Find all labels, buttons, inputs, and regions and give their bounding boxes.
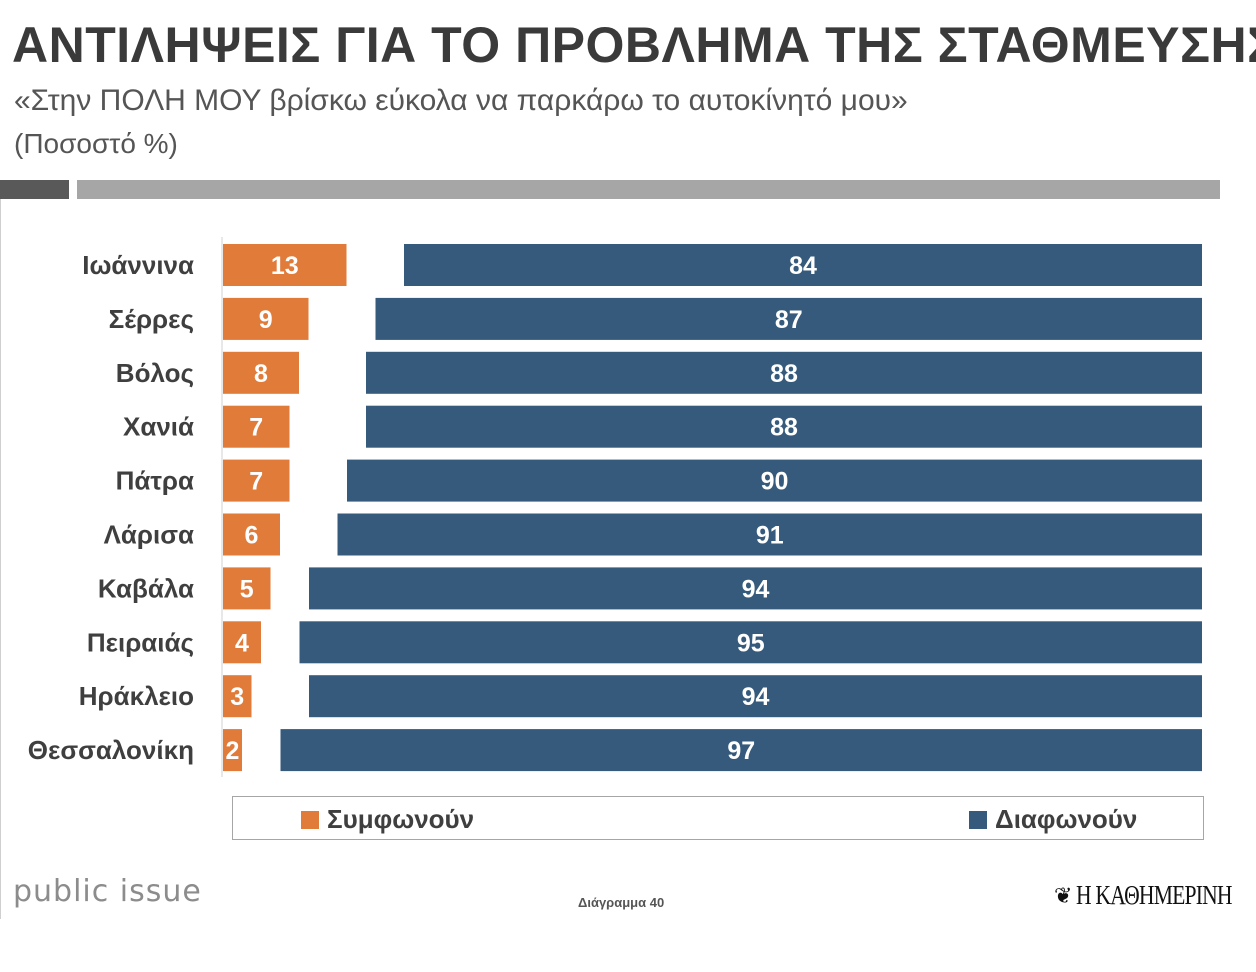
kathimerini-emblem-icon: ❦ — [1054, 882, 1073, 908]
data-label-agree-row-9: 3 — [230, 683, 244, 711]
bar-disagree-row-2 — [375, 297, 1202, 340]
chart-subtitle: «Στην ΠΟΛΗ ΜΟΥ βρίσκω εύκολα να παρκάρω … — [14, 84, 908, 117]
bar-agree-row-8 — [223, 621, 261, 664]
bar-agree-row-3 — [223, 351, 299, 394]
header-rule-dark — [0, 180, 69, 199]
kathimerini-logo-text: Η ΚΑΘΗΜΕΡΙΝΗ — [1076, 880, 1233, 910]
category-label-row-10: Θεσσαλονίκη — [28, 735, 194, 765]
bar-disagree-row-6 — [337, 513, 1202, 556]
category-label-row-3: Βόλος — [116, 358, 194, 388]
chart-title: ΑΝΤΙΛΗΨΕΙΣ ΓΙΑ ΤΟ ΠΡΟΒΛΗΜΑ ΤΗΣ ΣΤΑΘΜΕΥΣΗ… — [12, 17, 1256, 73]
bar-agree-row-1 — [223, 244, 347, 286]
data-label-agree-row-2: 9 — [259, 306, 273, 334]
data-label-agree-row-4: 7 — [249, 414, 263, 442]
bar-agree-row-6 — [223, 513, 280, 556]
bar-disagree-row-8 — [299, 621, 1202, 664]
legend-item-agree: Συμφωνούν — [301, 804, 474, 835]
bar-disagree-row-10 — [280, 729, 1202, 772]
legend-item-disagree: Διαφωνούν — [969, 804, 1137, 835]
data-label-disagree-row-10: 97 — [727, 737, 755, 765]
bar-disagree-row-5 — [347, 459, 1202, 502]
bar-disagree-row-7 — [309, 567, 1202, 610]
bar-disagree-row-9 — [309, 675, 1202, 718]
category-label-row-6: Λάρισα — [104, 520, 194, 550]
category-label-row-1: Ιωάννινα — [82, 250, 194, 280]
data-label-disagree-row-8: 95 — [737, 629, 765, 657]
data-label-disagree-row-3: 88 — [770, 360, 798, 388]
data-label-agree-row-1: 13 — [271, 252, 299, 280]
data-label-disagree-row-9: 94 — [742, 683, 770, 711]
data-label-disagree-row-6: 91 — [756, 522, 784, 550]
bar-agree-row-10 — [223, 729, 242, 772]
bar-agree-row-7 — [223, 567, 271, 610]
left-border-line — [0, 199, 1, 919]
header-rule-light — [77, 180, 1220, 199]
bar-disagree-row-3 — [366, 351, 1202, 394]
data-label-agree-row-3: 8 — [254, 360, 268, 388]
public-issue-logo: public issue — [13, 874, 202, 909]
data-label-agree-row-7: 5 — [240, 575, 254, 603]
category-label-row-4: Χανιά — [123, 412, 194, 442]
category-label-row-5: Πάτρα — [116, 466, 194, 496]
data-label-agree-row-8: 4 — [235, 629, 249, 657]
legend: Συμφωνούν Διαφωνούν — [232, 796, 1204, 840]
bar-agree-row-5 — [223, 459, 290, 502]
bar-disagree-row-4 — [366, 405, 1202, 448]
legend-label-disagree: Διαφωνούν — [995, 804, 1138, 834]
kathimerini-logo: ❦ Η ΚΑΘΗΜΕΡΙΝΗ — [1054, 880, 1256, 911]
data-label-agree-row-5: 7 — [249, 468, 263, 496]
data-label-disagree-row-1: 84 — [789, 252, 817, 280]
bar-agree-row-2 — [223, 297, 309, 340]
unit-label: (Ποσοστό %) — [14, 128, 178, 159]
data-label-agree-row-6: 6 — [245, 522, 259, 550]
legend-swatch-disagree — [969, 810, 987, 829]
legend-label-agree: Συμφωνούν — [327, 804, 475, 834]
category-label-row-7: Καβάλα — [98, 573, 194, 603]
bar-disagree-row-1 — [404, 244, 1202, 286]
legend-swatch-agree — [301, 810, 319, 829]
data-label-agree-row-10: 2 — [226, 737, 240, 765]
data-label-disagree-row-5: 90 — [761, 468, 789, 496]
category-label-row-8: Πειραιάς — [87, 627, 194, 657]
data-label-disagree-row-4: 88 — [770, 414, 798, 442]
category-label-row-2: Σέρρες — [109, 304, 194, 334]
bar-agree-row-9 — [223, 675, 252, 718]
data-label-disagree-row-7: 94 — [742, 575, 770, 603]
category-label-row-9: Ηράκλειο — [79, 681, 194, 711]
bar-agree-row-4 — [223, 405, 290, 448]
data-label-disagree-row-2: 87 — [775, 306, 803, 334]
diagram-number: Διάγραμμα 40 — [578, 895, 665, 910]
